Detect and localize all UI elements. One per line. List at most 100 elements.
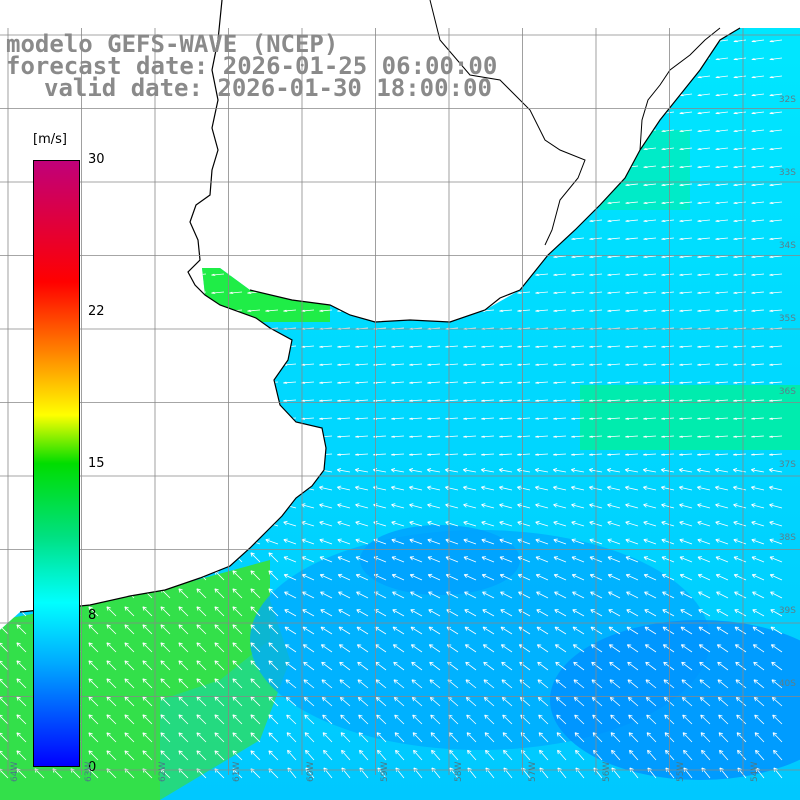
wind-arrow	[625, 399, 639, 402]
wind-arrow	[718, 732, 729, 743]
wind-arrow	[661, 201, 675, 204]
wind-arrow	[769, 201, 783, 204]
wind-arrow	[680, 626, 693, 635]
wind-arrow	[427, 345, 441, 348]
wind-arrow	[391, 556, 405, 563]
wind-arrow	[625, 538, 639, 545]
wind-arrow	[607, 363, 621, 366]
wind-arrow	[538, 732, 549, 743]
wind-arrow	[697, 417, 711, 420]
wind-arrow	[449, 749, 459, 761]
wind-arrow	[338, 609, 351, 617]
wind-arrow	[106, 714, 117, 725]
wind-arrow	[321, 697, 333, 707]
wind-arrow	[644, 644, 657, 653]
wind-arrow	[268, 642, 279, 653]
wind-arrow	[716, 644, 729, 653]
wind-arrow	[661, 363, 675, 366]
wind-arrow	[715, 453, 729, 456]
wind-arrow	[539, 749, 549, 761]
wind-arrow	[537, 679, 549, 689]
wind-arrow	[643, 503, 657, 509]
wind-arrow	[697, 111, 711, 115]
wind-arrow	[661, 255, 675, 258]
wind-arrow	[769, 39, 783, 43]
wind-arrow	[679, 363, 693, 366]
wind-arrow	[481, 345, 495, 348]
wind-arrow	[319, 345, 333, 348]
wind-arrow	[0, 696, 9, 707]
wind-arrow	[124, 732, 135, 743]
wind-arrow	[627, 697, 639, 707]
wind-arrow	[715, 129, 729, 133]
wind-arrow	[303, 661, 315, 671]
wind-arrow	[571, 417, 585, 420]
wind-arrow	[751, 485, 765, 491]
wind-arrow	[500, 644, 513, 653]
wind-arrow	[661, 573, 675, 581]
wind-arrow	[517, 345, 531, 348]
wind-arrow	[682, 714, 693, 725]
wind-arrow	[427, 435, 441, 438]
wind-arrow	[214, 660, 225, 671]
wind-arrow	[355, 520, 369, 527]
wind-arrow	[661, 147, 675, 151]
wind-arrow	[395, 749, 405, 761]
wind-arrow	[142, 606, 153, 617]
wind-arrow	[319, 381, 333, 384]
wind-arrow	[769, 381, 783, 384]
wind-arrow	[409, 381, 423, 384]
wind-arrow	[412, 732, 423, 743]
wind-arrow	[427, 503, 441, 509]
wind-arrow	[319, 417, 333, 420]
wind-arrow	[715, 165, 729, 169]
wind-arrow	[124, 660, 135, 671]
wind-arrow	[590, 644, 603, 653]
wind-arrow	[412, 714, 423, 725]
wind-arrow	[626, 609, 639, 617]
wind-arrow	[681, 679, 693, 689]
wind-arrow	[607, 273, 621, 276]
wind-arrow	[572, 626, 585, 635]
wind-arrow	[463, 399, 477, 402]
wind-arrow	[427, 363, 441, 366]
wind-arrow	[320, 591, 333, 599]
wind-arrow	[733, 556, 747, 563]
wind-arrow	[499, 381, 513, 384]
wind-arrow	[625, 556, 639, 563]
wind-arrow	[626, 626, 639, 635]
wind-arrow	[394, 732, 405, 743]
wind-arrow	[697, 453, 711, 456]
wind-arrow	[625, 417, 639, 420]
wind-arrow	[196, 714, 207, 725]
wind-arrow	[607, 556, 621, 563]
wind-arrow	[463, 435, 477, 438]
wind-arrow	[391, 520, 405, 527]
wind-arrow	[409, 453, 423, 456]
wind-arrow	[608, 609, 621, 617]
wind-arrow	[232, 570, 243, 581]
wind-arrow	[196, 732, 207, 743]
wind-arrow	[445, 399, 459, 402]
wind-arrow	[537, 697, 549, 707]
wind-arrow	[769, 556, 783, 563]
wind-arrow	[700, 714, 711, 725]
wind-arrow	[733, 363, 747, 366]
wind-arrow	[752, 609, 765, 617]
wind-arrow	[287, 749, 297, 761]
wind-arrow	[482, 609, 495, 617]
wind-arrow	[499, 538, 513, 545]
wind-arrow	[571, 538, 585, 545]
wind-arrow	[463, 573, 477, 581]
wind-arrow	[124, 624, 135, 635]
wind-arrow	[625, 573, 639, 581]
wind-arrow	[753, 661, 765, 671]
wind-arrow	[732, 468, 747, 473]
wind-arrow	[319, 538, 333, 545]
wind-arrow	[429, 679, 441, 689]
wind-arrow	[644, 591, 657, 599]
wind-arrow	[751, 93, 765, 97]
wind-arrow	[0, 660, 9, 671]
wind-arrow	[302, 644, 315, 653]
wind-arrow	[679, 573, 693, 581]
